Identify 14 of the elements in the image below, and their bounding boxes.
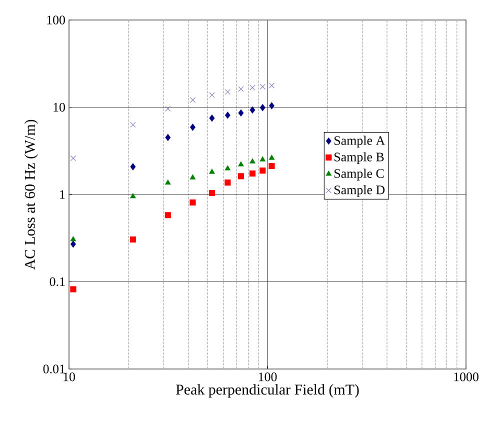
x-tick-label: 10 [64,372,75,382]
legend-label: Sample D [334,185,385,197]
legend-label: Sample B [334,152,384,164]
y-tick-label: 0.1 [50,277,65,286]
legend-label: Sample C [334,168,384,180]
y-axis-title: AC Loss at 60 Hz (W/m) [24,120,38,270]
legend-label: Sample A [334,136,385,148]
y-tick-label: 1 [60,190,65,199]
y-tick-label: 10 [54,102,65,112]
y-tick-label: 100 [47,16,65,24]
x-tick-label: 1000 [454,372,478,382]
x-axis-title: Peak perpendicular Field (mT) [176,384,359,398]
y-tick-label: 0.01 [43,364,65,374]
x-tick-label: 100 [258,372,277,382]
